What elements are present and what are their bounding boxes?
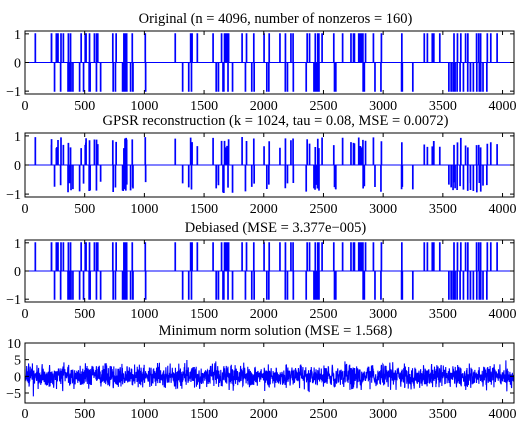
axes-box xyxy=(24,342,515,404)
x-tick-label: 2000 xyxy=(250,99,278,114)
panel-title: GPSR reconstruction (k = 1024, tau = 0.0… xyxy=(103,113,449,129)
x-tick-label: 3000 xyxy=(369,99,397,114)
x-tick-label: 1500 xyxy=(190,307,218,322)
x-tick-label: 500 xyxy=(74,307,95,322)
x-tick-label: 4000 xyxy=(489,202,517,217)
panel-2: GPSR reconstruction (k = 1024, tau = 0.0… xyxy=(6,113,516,217)
x-tick-label: 1500 xyxy=(190,202,218,217)
y-tick-label: 5 xyxy=(14,354,21,369)
y-tick-label: 0 xyxy=(14,265,21,280)
x-tick-label: 4000 xyxy=(489,99,517,114)
signal-series xyxy=(25,242,514,300)
x-tick-label: 0 xyxy=(22,99,29,114)
x-tick-label: 1000 xyxy=(130,99,158,114)
x-tick-label: 2500 xyxy=(309,99,337,114)
x-tick-label: 2500 xyxy=(309,202,337,217)
panel-1: Original (n = 4096, number of nonzeros =… xyxy=(6,11,516,114)
x-tick-label: 500 xyxy=(74,99,95,114)
x-tick-label: 0 xyxy=(22,202,29,217)
y-tick-label: 0 xyxy=(14,159,21,174)
x-tick-label: 3000 xyxy=(369,407,397,422)
panel-title: Original (n = 4096, number of nonzeros =… xyxy=(139,11,413,27)
y-tick-label: 1 xyxy=(14,237,21,252)
x-tick-label: 4000 xyxy=(489,307,517,322)
x-tick-label: 2000 xyxy=(250,407,278,422)
y-tick-label: −1 xyxy=(6,188,21,203)
y-tick-label: 0 xyxy=(14,370,21,385)
y-tick-label: 10 xyxy=(7,337,21,352)
x-tick-label: 3500 xyxy=(429,99,457,114)
x-tick-label: 500 xyxy=(74,407,95,422)
x-tick-label: 0 xyxy=(22,407,29,422)
panel-4: Minimum norm solution (MSE = 1.568) 0 500 1… xyxy=(6,323,516,422)
y-tick-label: −5 xyxy=(6,387,21,402)
y-tick-label: −1 xyxy=(6,85,21,100)
x-tick-label: 2000 xyxy=(250,307,278,322)
x-tick-label: 0 xyxy=(22,307,29,322)
x-tick-label: 1500 xyxy=(190,407,218,422)
x-tick-label: 1000 xyxy=(130,307,158,322)
y-tick-label: 0 xyxy=(14,57,21,72)
y-tick-label: 1 xyxy=(14,130,21,145)
x-tick-label: 3500 xyxy=(429,202,457,217)
x-tick-label: 3500 xyxy=(429,407,457,422)
signal-series xyxy=(25,137,514,194)
x-tick-label: 2000 xyxy=(250,202,278,217)
signal-series xyxy=(24,359,515,397)
x-tick-label: 4000 xyxy=(489,407,517,422)
x-tick-label: 3500 xyxy=(429,307,457,322)
y-tick-label: −1 xyxy=(6,293,21,308)
signal-series xyxy=(25,33,514,92)
x-tick-label: 2500 xyxy=(309,407,337,422)
x-tick-label: 1500 xyxy=(190,99,218,114)
panel-title: Debiased (MSE = 3.377e−005) xyxy=(185,220,367,236)
panel-3: Debiased (MSE = 3.377e−005) 0 500 1000 1500 2… xyxy=(6,220,516,322)
x-tick-label: 1000 xyxy=(130,202,158,217)
x-tick-label: 3000 xyxy=(369,202,397,217)
x-tick-label: 2500 xyxy=(309,307,337,322)
x-tick-label: 500 xyxy=(74,202,95,217)
panel-title: Minimum norm solution (MSE = 1.568) xyxy=(159,323,393,339)
x-tick-label: 1000 xyxy=(130,407,158,422)
y-tick-label: 1 xyxy=(14,28,21,43)
x-tick-label: 3000 xyxy=(369,307,397,322)
